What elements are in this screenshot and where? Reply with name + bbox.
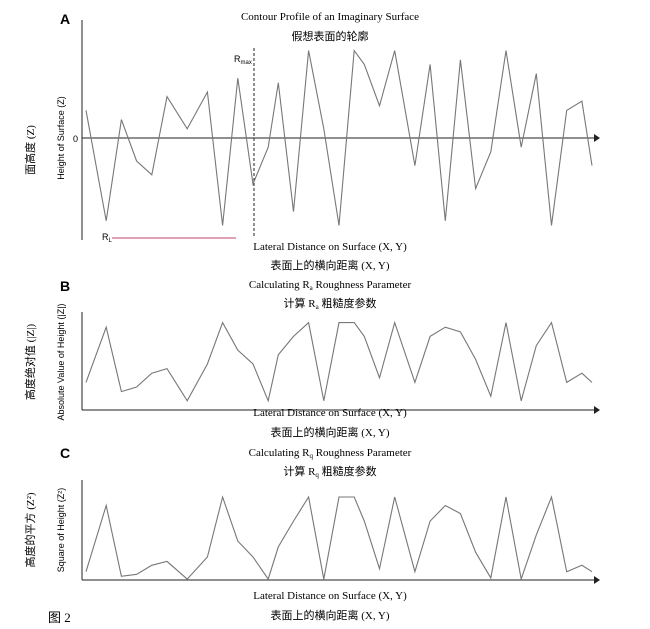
panel-c-letter: C xyxy=(60,445,70,461)
panel-c-y-axis-label-zh: 高度的平方 (Z²) xyxy=(23,492,37,567)
figure-label: 图 2 xyxy=(48,610,71,625)
panel-b-y-axis-label-zh: 高度绝对值 (|Z|) xyxy=(23,324,37,401)
panel-c-title-en: Calculating Rq Roughness Parameter xyxy=(249,447,412,460)
panel-c-y-axis-label: Square of Height (Z²) xyxy=(56,488,66,573)
rmax-label: Rmax xyxy=(234,54,252,66)
panel-b-x-axis-label-zh: 表面上的横向距离 (X, Y) xyxy=(270,425,389,439)
profile-line-a xyxy=(85,49,593,226)
panel-a: A Contour Profile of an Imaginary Surfac… xyxy=(23,11,600,272)
panel-b-letter: B xyxy=(60,278,70,294)
panel-a-zero-label: 0 xyxy=(73,134,78,144)
panel-c-x-arrow xyxy=(594,576,600,584)
panel-c-title-zh: 计算 Rq 粗糙度参数 xyxy=(283,464,376,479)
panel-c-x-axis-label-zh: 表面上的横向距离 (X, Y) xyxy=(270,608,389,622)
panel-a-y-axis-label-zh: 面高度 (Z) xyxy=(23,125,37,175)
panel-b-y-axis-label: Absolute Value of Height (|Z|) xyxy=(56,303,66,420)
profile-line-b xyxy=(85,320,593,403)
panel-b-title-zh: 计算 Ra 粗糙度参数 xyxy=(284,296,377,311)
panel-a-x-axis-label-en: Lateral Distance on Surface (X, Y) xyxy=(253,241,407,253)
panel-a-letter: A xyxy=(60,11,70,27)
panel-a-title-en: Contour Profile of an Imaginary Surface xyxy=(241,11,419,23)
panel-b-x-arrow xyxy=(594,406,600,414)
panel-a-y-axis-label: Height of Surface (Z) xyxy=(56,96,66,180)
panel-b: B Calculating Ra Roughness Parameter 计算 … xyxy=(23,278,600,439)
panel-a-title-zh: 假想表面的轮廓 xyxy=(292,29,369,43)
panel-c-x-axis-label-en: Lateral Distance on Surface (X, Y) xyxy=(253,590,407,602)
panel-b-x-axis-label-en: Lateral Distance on Surface (X, Y) xyxy=(253,407,407,419)
profile-line-c xyxy=(85,495,593,582)
panel-a-x-arrow xyxy=(594,134,600,142)
panel-a-x-axis-label-zh: 表面上的横向距离 (X, Y) xyxy=(270,258,389,272)
panel-b-title-en: Calculating Ra Roughness Parameter xyxy=(249,279,412,292)
rl-label: RL xyxy=(102,232,113,244)
panel-c: C Calculating Rq Roughness Parameter 计算 … xyxy=(23,445,600,622)
